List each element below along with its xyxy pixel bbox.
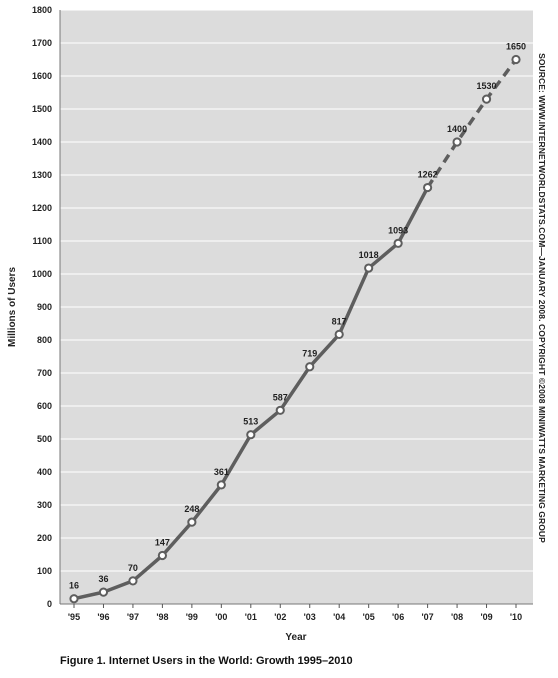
x-tick-11: '06 (392, 612, 404, 622)
data-point-15 (511, 54, 521, 65)
data-point-10 (364, 263, 374, 273)
y-tick-0: 0 (47, 599, 52, 609)
data-label-12: 1262 (418, 170, 438, 180)
data-points (69, 54, 521, 604)
source-note: SOURCE: WWW.INTERNETWORLDSTATS.COM—JANUA… (537, 53, 547, 543)
data-label-9: 817 (332, 316, 347, 326)
data-point-14 (481, 94, 492, 104)
y-tick-900: 900 (37, 302, 52, 312)
data-point-4 (187, 517, 197, 527)
x-tick-8: '03 (304, 612, 316, 622)
series-line-projected (426, 58, 518, 189)
x-tick-6: '01 (245, 612, 257, 622)
data-label-1: 36 (98, 574, 108, 584)
y-tick-1100: 1100 (32, 236, 52, 246)
x-tick-3: '98 (156, 612, 168, 622)
data-label-6: 513 (243, 417, 258, 427)
x-tick-labels: '95 '96 '97 '98 '99 '00 '01 '02 '03 '04 '05 '06 '07 '… (68, 612, 522, 622)
y-tick-1700: 1700 (32, 38, 52, 48)
x-tick-marks (73, 604, 517, 608)
figure-caption: Figure 1. Internet Users in the World: G… (60, 655, 353, 667)
x-tick-2: '97 (127, 612, 139, 622)
data-label-10: 1018 (359, 250, 379, 260)
y-tick-1300: 1300 (32, 170, 52, 180)
x-tick-0: '95 (68, 612, 80, 622)
x-tick-7: '02 (274, 612, 286, 622)
data-point-9 (334, 329, 344, 339)
data-label-11: 1093 (388, 225, 408, 235)
x-tick-15: '10 (510, 612, 522, 622)
x-tick-10: '05 (363, 612, 375, 622)
y-tick-100: 100 (37, 566, 52, 576)
y-tick-200: 200 (37, 533, 52, 543)
data-label-13: 1400 (447, 124, 467, 134)
x-axis-title: Year (285, 632, 306, 643)
data-point-7 (275, 405, 285, 415)
x-tick-12: '07 (422, 612, 434, 622)
y-tick-1000: 1000 (32, 269, 52, 279)
x-tick-1: '96 (97, 612, 109, 622)
data-point-8 (305, 362, 315, 372)
data-label-0: 16 (69, 581, 79, 591)
x-tick-9: '04 (333, 612, 345, 622)
y-axis-title: Millions of Users (7, 267, 18, 347)
y-tick-400: 400 (37, 467, 52, 477)
data-point-0 (69, 594, 79, 604)
x-tick-5: '00 (215, 612, 227, 622)
y-tick-800: 800 (37, 335, 52, 345)
data-point-11 (393, 238, 403, 248)
x-tick-4: '99 (186, 612, 198, 622)
data-label-5: 361 (214, 467, 229, 477)
x-tick-14: '09 (480, 612, 492, 622)
data-point-6 (246, 430, 256, 440)
data-label-3: 147 (155, 537, 170, 547)
y-tick-1500: 1500 (32, 104, 52, 114)
data-point-1 (98, 587, 109, 597)
data-label-4: 248 (184, 504, 199, 514)
data-point-12 (423, 182, 433, 193)
y-tick-1600: 1600 (32, 71, 52, 81)
y-tick-1200: 1200 (32, 203, 52, 213)
data-labels: 16 36 70 147 248 361 513 587 719 817 1018 1093 1262 1… (69, 42, 526, 591)
y-tick-600: 600 (37, 401, 52, 411)
y-tick-labels: 0 100 200 300 400 500 600 700 800 900 1000 1100 1200… (32, 5, 52, 609)
x-tick-13: '08 (451, 612, 463, 622)
data-label-2: 70 (128, 563, 138, 573)
data-label-7: 587 (273, 392, 288, 402)
data-point-5 (216, 480, 226, 490)
y-tick-300: 300 (37, 500, 52, 510)
y-tick-500: 500 (37, 434, 52, 444)
data-point-13 (452, 137, 462, 147)
data-point-3 (157, 550, 167, 561)
data-label-15: 1650 (506, 42, 526, 52)
data-label-14: 1530 (477, 81, 497, 91)
y-tick-1800: 1800 (32, 5, 52, 15)
y-tick-700: 700 (37, 368, 52, 378)
data-point-2 (128, 576, 138, 586)
y-tick-1400: 1400 (32, 137, 52, 147)
data-label-8: 719 (302, 349, 317, 359)
gridlines (59, 9, 533, 605)
